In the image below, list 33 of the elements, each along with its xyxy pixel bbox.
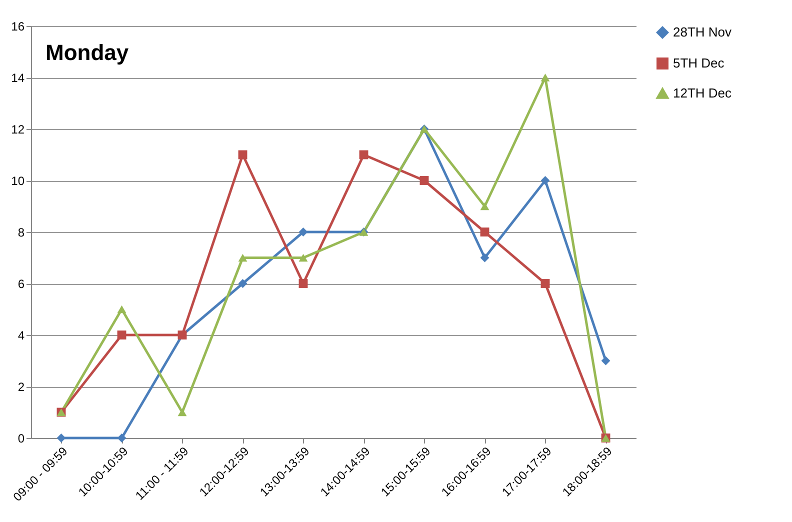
y-tick-label: 6 bbox=[18, 277, 25, 291]
legend-label: 28TH Nov bbox=[673, 24, 732, 40]
y-tick-label: 0 bbox=[18, 432, 25, 446]
legend-label: 12TH Dec bbox=[673, 86, 732, 100]
point bbox=[117, 434, 126, 442]
legend-label: 5TH Dec bbox=[673, 56, 725, 70]
point bbox=[298, 279, 308, 288]
point bbox=[480, 253, 490, 262]
point bbox=[298, 228, 308, 236]
y-tick-label: 8 bbox=[18, 226, 25, 240]
y-tick-label: 10 bbox=[11, 174, 25, 188]
point bbox=[480, 228, 490, 236]
point bbox=[601, 356, 610, 366]
y-tick-label: 4 bbox=[18, 328, 25, 342]
text: Monday bbox=[46, 40, 130, 65]
point bbox=[117, 330, 126, 340]
y-tick-label: 14 bbox=[11, 71, 25, 85]
point bbox=[540, 74, 550, 82]
point bbox=[359, 150, 368, 160]
point bbox=[117, 305, 126, 314]
y-tick-label: 2 bbox=[18, 380, 25, 394]
point bbox=[178, 408, 187, 416]
point bbox=[540, 176, 550, 185]
point bbox=[238, 150, 248, 160]
point bbox=[238, 279, 248, 288]
y-tick-label: 16 bbox=[11, 20, 25, 34]
point bbox=[56, 434, 66, 442]
point bbox=[420, 176, 429, 185]
point bbox=[298, 254, 308, 262]
y-tick-label: 12 bbox=[11, 122, 25, 136]
point bbox=[480, 202, 490, 210]
point bbox=[238, 254, 248, 262]
point bbox=[540, 279, 550, 288]
